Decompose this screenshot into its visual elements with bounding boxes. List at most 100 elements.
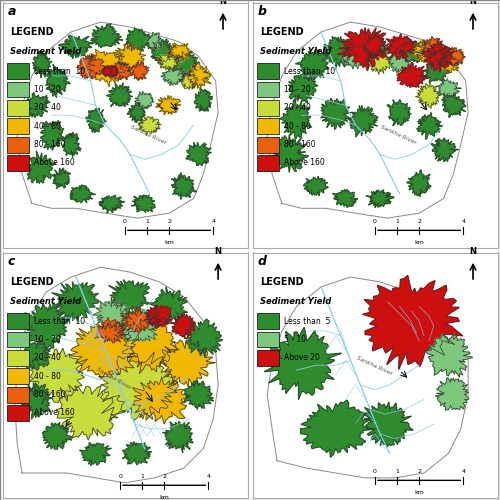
- Text: Less than  10: Less than 10: [34, 66, 86, 76]
- Polygon shape: [160, 339, 215, 387]
- FancyBboxPatch shape: [8, 405, 30, 421]
- Polygon shape: [70, 185, 96, 203]
- Text: Sankha River: Sankha River: [356, 355, 393, 376]
- Polygon shape: [383, 34, 416, 60]
- Polygon shape: [397, 62, 428, 88]
- Text: 4: 4: [211, 219, 215, 224]
- Polygon shape: [119, 307, 161, 341]
- Polygon shape: [422, 36, 446, 56]
- Polygon shape: [174, 52, 200, 76]
- FancyBboxPatch shape: [258, 313, 280, 329]
- Polygon shape: [162, 421, 193, 453]
- Text: Sediment Yield: Sediment Yield: [10, 296, 81, 306]
- Polygon shape: [435, 378, 469, 410]
- Polygon shape: [296, 48, 329, 81]
- Polygon shape: [400, 39, 424, 63]
- Text: N: N: [470, 0, 476, 6]
- FancyBboxPatch shape: [8, 118, 30, 134]
- Text: Sediment Yield: Sediment Yield: [10, 46, 81, 56]
- Polygon shape: [26, 151, 56, 184]
- Polygon shape: [90, 23, 123, 48]
- Polygon shape: [416, 112, 442, 139]
- Text: N: N: [214, 247, 222, 256]
- Text: 4: 4: [206, 474, 210, 479]
- FancyBboxPatch shape: [8, 350, 30, 366]
- Text: Less than  10: Less than 10: [284, 66, 336, 76]
- Polygon shape: [102, 66, 118, 78]
- Polygon shape: [145, 306, 172, 328]
- Polygon shape: [320, 98, 352, 130]
- Polygon shape: [52, 168, 70, 188]
- Polygon shape: [108, 62, 132, 80]
- Polygon shape: [156, 96, 181, 115]
- Polygon shape: [407, 170, 431, 196]
- Polygon shape: [93, 298, 130, 329]
- Polygon shape: [303, 176, 328, 196]
- Polygon shape: [180, 71, 199, 90]
- Polygon shape: [267, 277, 468, 478]
- Polygon shape: [148, 39, 174, 64]
- Polygon shape: [280, 99, 312, 139]
- Polygon shape: [98, 352, 178, 420]
- Polygon shape: [288, 70, 318, 103]
- FancyBboxPatch shape: [258, 82, 280, 98]
- Polygon shape: [300, 400, 373, 458]
- Polygon shape: [272, 134, 308, 172]
- Polygon shape: [46, 64, 70, 98]
- Polygon shape: [20, 340, 51, 370]
- Polygon shape: [58, 36, 92, 59]
- Polygon shape: [122, 319, 179, 374]
- Polygon shape: [15, 267, 218, 483]
- Polygon shape: [20, 382, 52, 419]
- Polygon shape: [185, 319, 222, 358]
- Polygon shape: [362, 33, 388, 58]
- Text: b: b: [258, 5, 266, 18]
- FancyBboxPatch shape: [8, 136, 30, 152]
- Text: LEGEND: LEGEND: [260, 27, 304, 37]
- Text: Sankha River: Sankha River: [380, 124, 418, 146]
- Text: km: km: [164, 240, 174, 245]
- Text: d: d: [258, 255, 266, 268]
- Text: km: km: [160, 495, 169, 500]
- Text: 2: 2: [417, 219, 421, 224]
- Polygon shape: [26, 348, 88, 405]
- FancyBboxPatch shape: [8, 82, 30, 98]
- Text: Above 160: Above 160: [284, 158, 325, 168]
- Polygon shape: [130, 62, 149, 80]
- Text: Above 160: Above 160: [34, 408, 75, 418]
- Polygon shape: [323, 36, 353, 70]
- Polygon shape: [122, 442, 152, 465]
- Polygon shape: [132, 377, 191, 424]
- Polygon shape: [32, 51, 52, 78]
- Text: Sediment Yield: Sediment Yield: [260, 296, 331, 306]
- Text: 5 - 10: 5 - 10: [284, 335, 306, 344]
- Polygon shape: [114, 44, 146, 68]
- Polygon shape: [366, 50, 390, 74]
- Text: 1: 1: [145, 219, 149, 224]
- Polygon shape: [70, 322, 139, 378]
- Text: Above 20: Above 20: [284, 354, 320, 362]
- Polygon shape: [363, 276, 463, 370]
- Polygon shape: [138, 116, 162, 136]
- Polygon shape: [432, 138, 458, 162]
- Polygon shape: [416, 84, 442, 108]
- Polygon shape: [40, 120, 64, 150]
- Polygon shape: [188, 62, 211, 88]
- Text: km: km: [414, 240, 424, 245]
- FancyBboxPatch shape: [258, 332, 280, 347]
- Polygon shape: [132, 195, 156, 212]
- Polygon shape: [78, 54, 106, 79]
- Text: Sankha River: Sankha River: [130, 124, 168, 146]
- Text: 80 - 160: 80 - 160: [34, 140, 66, 149]
- Polygon shape: [86, 108, 106, 132]
- Polygon shape: [166, 43, 193, 62]
- Text: 10 - 20: 10 - 20: [34, 85, 61, 94]
- Polygon shape: [440, 47, 466, 67]
- Text: 1: 1: [395, 469, 399, 474]
- Polygon shape: [120, 306, 153, 333]
- FancyBboxPatch shape: [8, 313, 30, 329]
- Polygon shape: [387, 100, 411, 126]
- Polygon shape: [442, 93, 466, 118]
- Polygon shape: [194, 87, 212, 112]
- Polygon shape: [425, 58, 450, 82]
